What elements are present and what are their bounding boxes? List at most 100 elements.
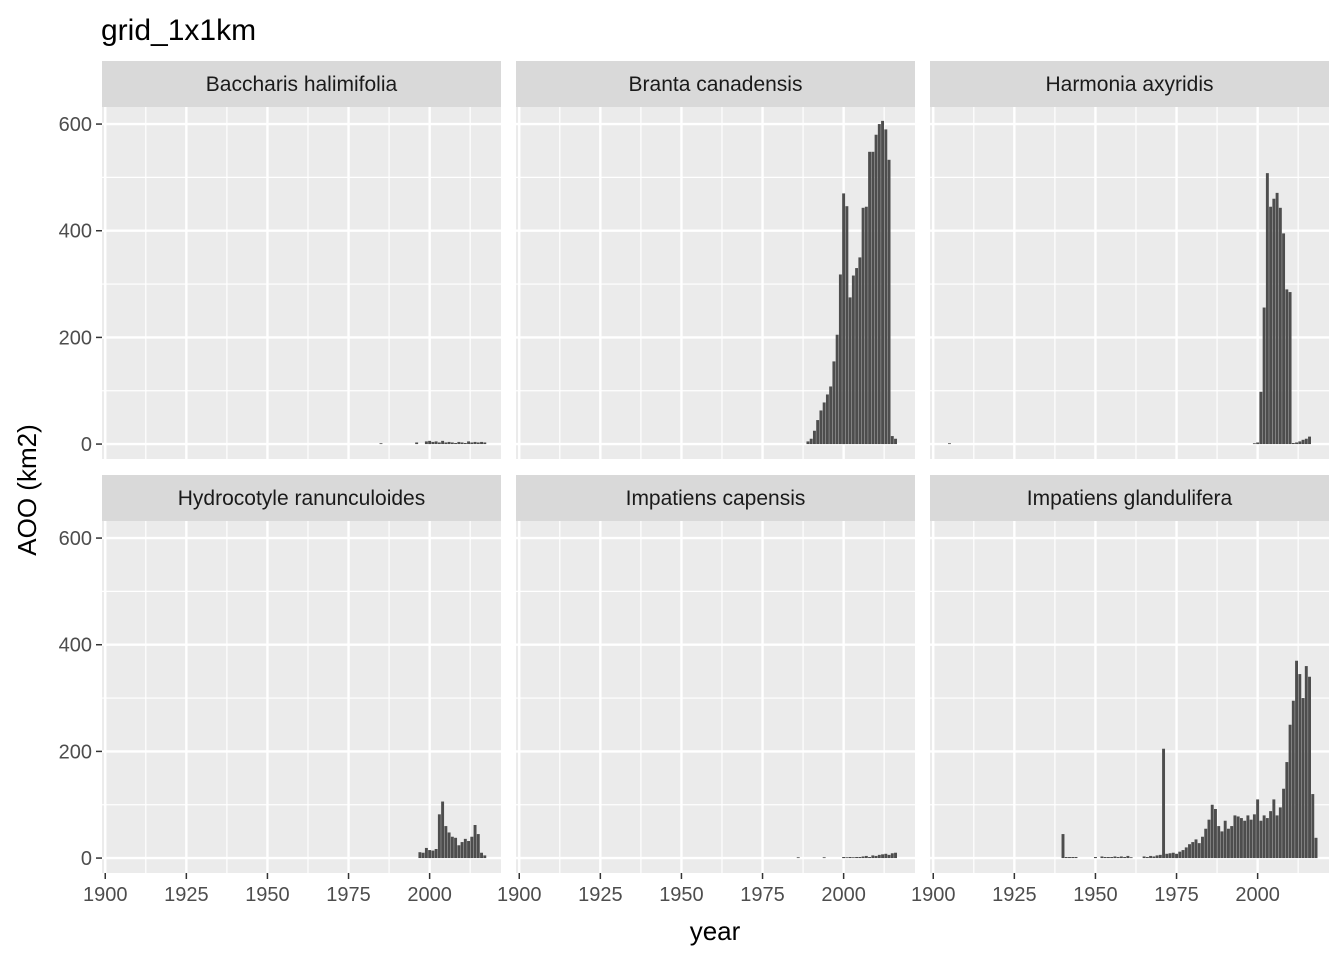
bar [1285,289,1289,445]
x-tick-label: 1950 [245,884,290,906]
bar [1230,826,1234,859]
bar [822,402,826,445]
minor-gridlines [102,107,501,459]
bar [1288,292,1292,445]
bar [871,151,875,445]
bar [1126,855,1130,859]
bar [1291,443,1295,445]
bar [441,801,445,859]
bar [1236,816,1240,859]
bar [1308,676,1311,859]
bar [1210,804,1214,859]
bar [437,814,441,859]
bars [796,852,897,859]
bar [1256,442,1260,445]
bar [470,836,474,859]
facet-strip [516,475,915,521]
bars [806,120,897,445]
bar [877,854,881,859]
bar [894,852,897,859]
bar [483,442,487,445]
bar [1288,724,1292,859]
bar [421,852,425,859]
bar [1093,857,1097,859]
bar [431,441,435,445]
bar [806,441,810,445]
panel-background [930,521,1329,873]
x-tick-label: 2000 [821,884,866,906]
bar [1314,837,1318,859]
bar [463,838,467,859]
bar [848,857,852,859]
bar [467,441,471,445]
bar [1217,826,1221,859]
bar [825,394,829,445]
facet-strip [930,475,1329,521]
bar [460,442,464,445]
bar [379,443,383,445]
bar [1269,206,1273,445]
minor-gridlines [930,107,1329,459]
bar [894,438,897,445]
bar [1256,799,1260,859]
facet-strip-label: Harmonia axyridis [1045,73,1213,96]
bar [1278,207,1282,445]
bar [1226,828,1230,859]
bar [948,443,951,445]
bar [460,842,464,859]
bar [1152,856,1156,859]
bar [476,834,480,859]
bar [415,442,419,445]
bar [467,841,471,859]
y-tick-label: 0 [81,848,92,870]
bar [1301,698,1305,859]
bar [822,857,826,859]
y-tick-label: 200 [59,741,92,763]
bar [1243,820,1247,859]
panel-background [516,107,915,459]
bar [1249,819,1253,859]
bar [434,441,438,445]
bar [1298,674,1302,859]
bar [1116,857,1120,859]
bar [1103,857,1107,859]
bar [1197,843,1201,859]
x-tick-label: 1975 [740,884,785,906]
bar [424,441,428,445]
bar [848,297,852,445]
x-tick-label: 1900 [497,884,542,906]
bar [434,849,438,859]
facet-harmonia-axyridis: Harmonia axyridis [930,61,1329,459]
bar [838,274,842,445]
x-tick-label: 1975 [326,884,371,906]
bar [1145,857,1149,859]
bar [884,853,888,859]
y-axes: 0 200 400 600 0 200 400 600 [59,114,102,870]
x-tick-label: 1925 [164,884,209,906]
bar [864,206,868,445]
bar [1282,788,1286,859]
facet-branta-canadensis: Branta canadensis [516,61,915,459]
bar [1220,831,1224,859]
bar [1064,857,1068,859]
facet-impatiens-glandulifera: Impatiens glandulifera [930,475,1329,873]
bar [890,436,894,445]
facet-strip [102,61,501,107]
facet-hydrocotyle-ranunculoides: Hydrocotyle ranunculoides [102,475,501,873]
major-gridlines [102,107,501,459]
bar [1295,660,1299,859]
bar [851,857,855,859]
x-tick-label: 1925 [578,884,623,906]
bar [1207,819,1211,859]
bar [1129,857,1133,859]
bar [858,257,862,445]
bar [1291,700,1295,859]
bar [819,410,823,445]
bar [1061,834,1065,859]
facet-strip [930,61,1329,107]
bar [457,441,461,445]
x-tick-label: 1925 [992,884,1037,906]
bar [457,845,461,859]
bar [1304,666,1308,859]
bar [1119,856,1123,859]
